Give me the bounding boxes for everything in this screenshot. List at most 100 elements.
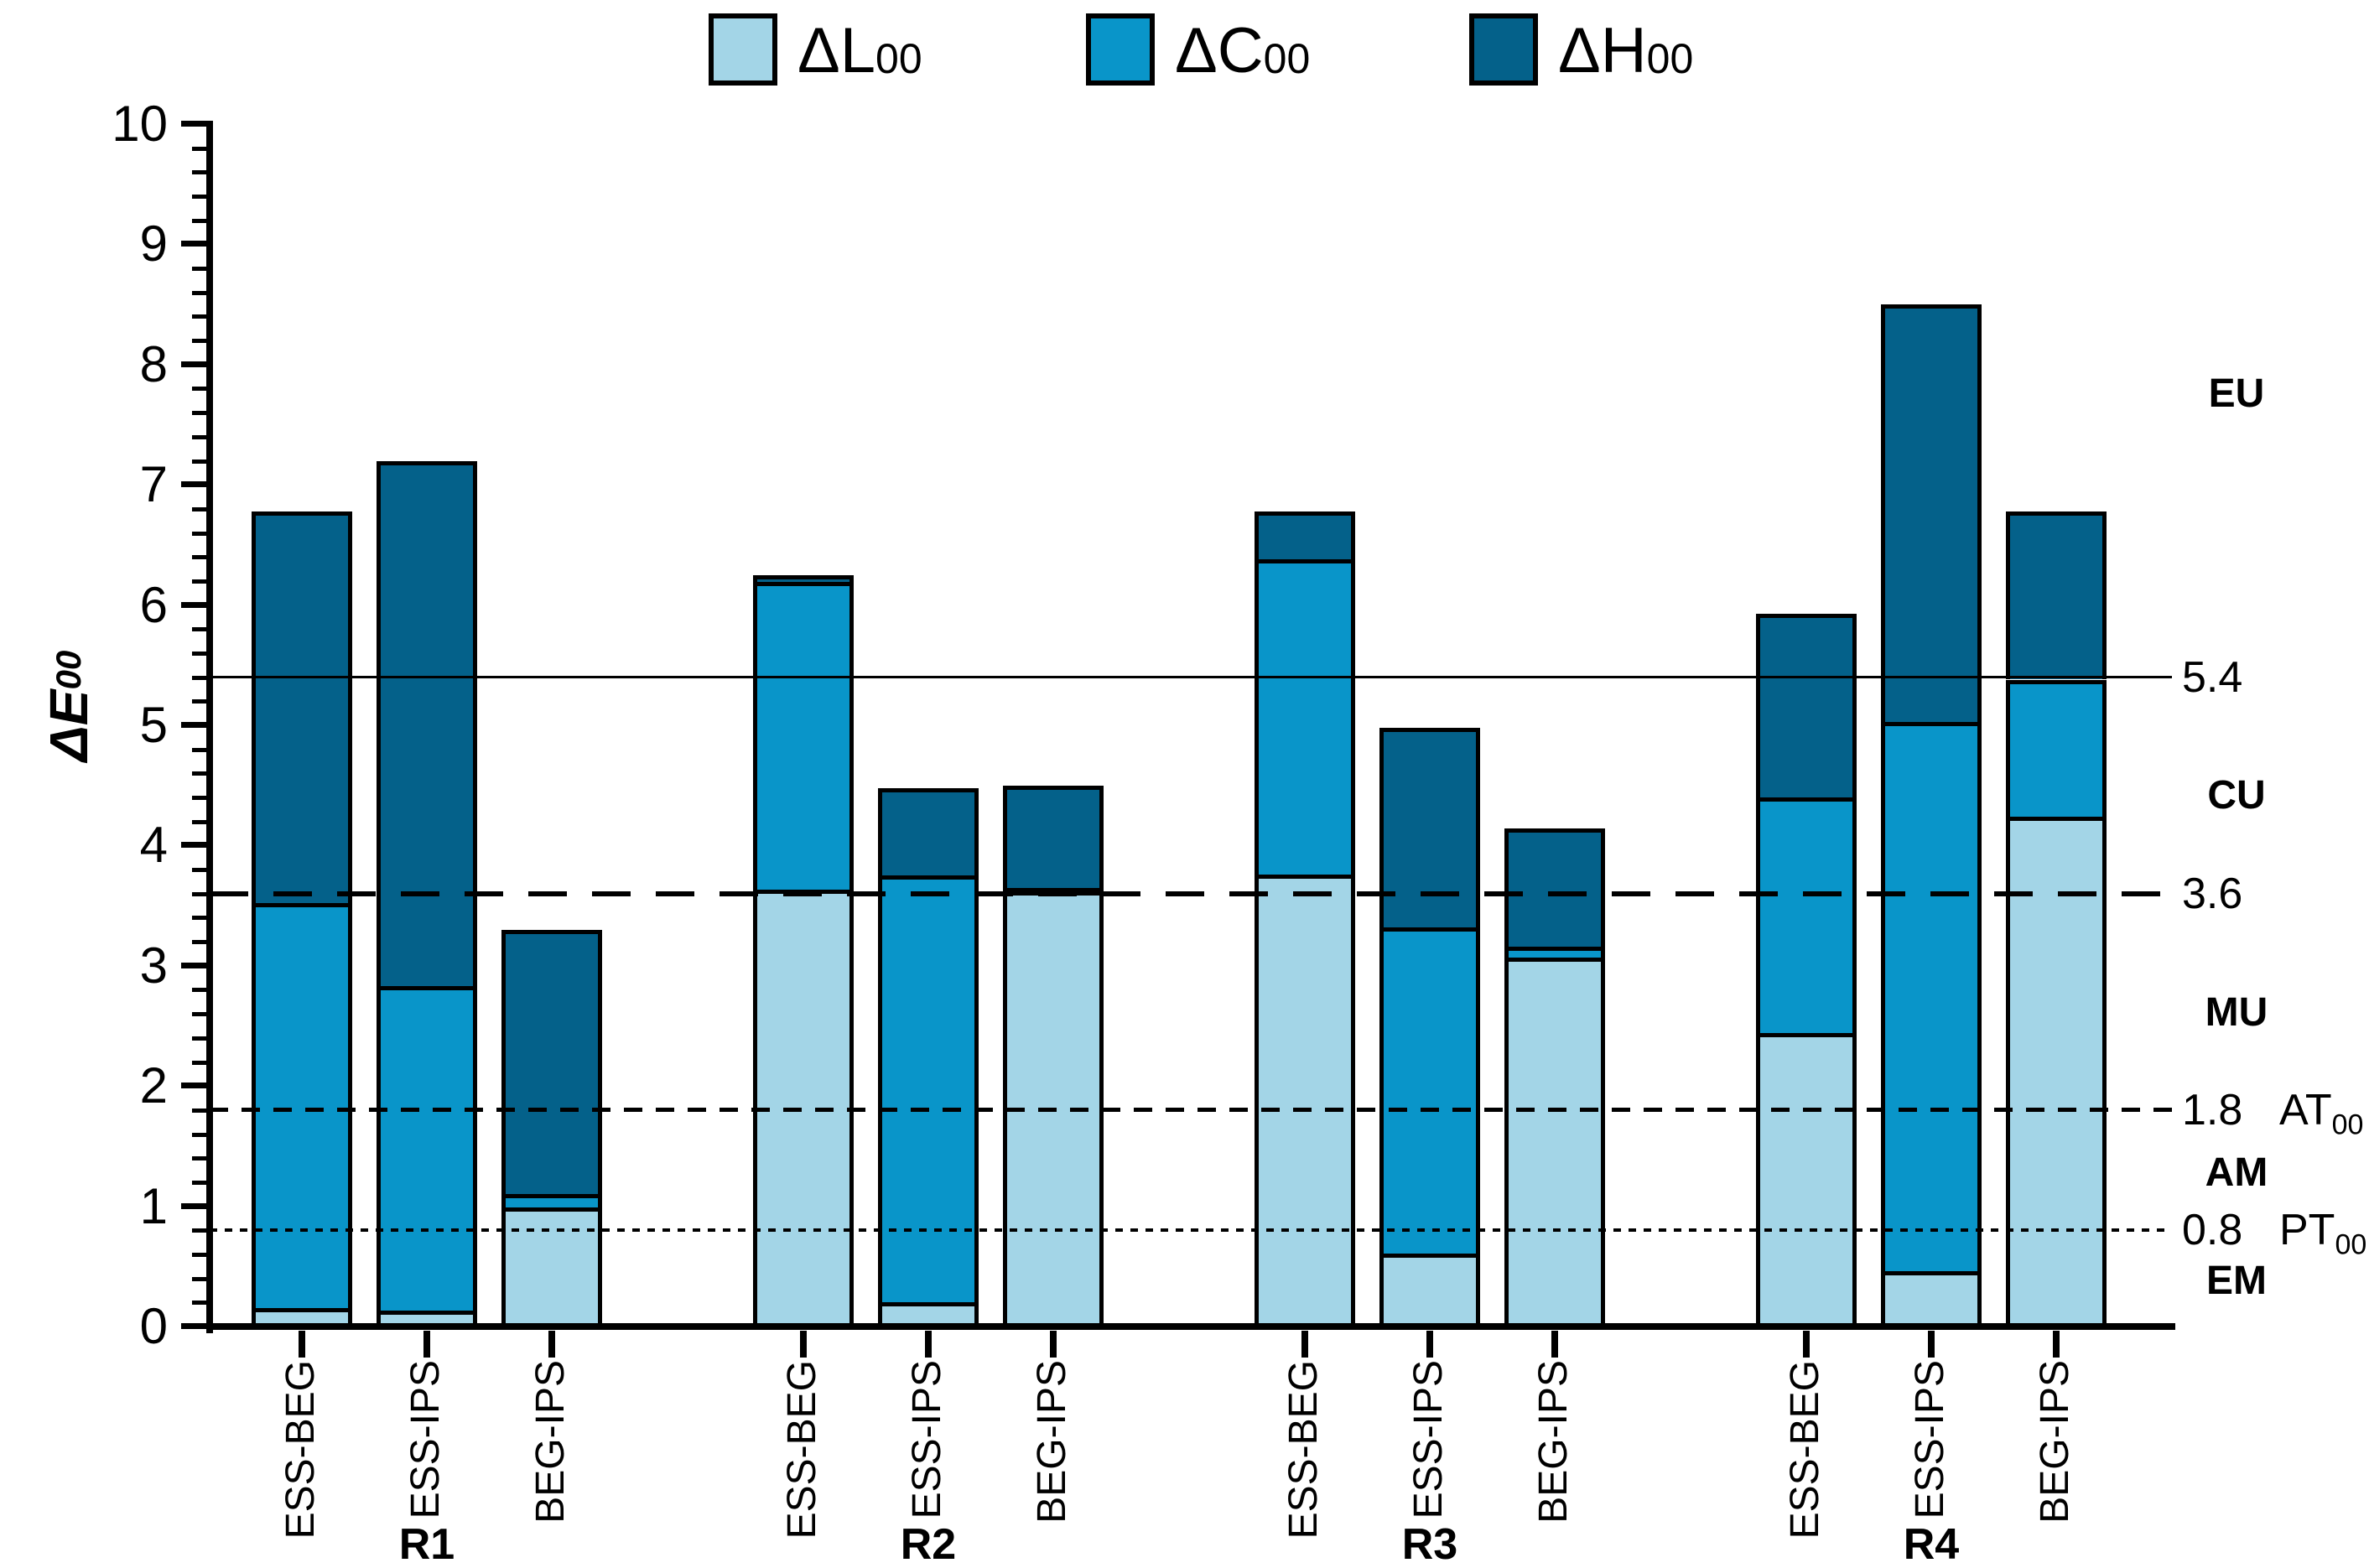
y-minor-tick: [192, 699, 206, 704]
bar-segment-dH-R2-ESS-IPS: [878, 787, 979, 876]
y-tick-label: 4: [139, 817, 168, 874]
bar-segment-dL-R4-ESS-IPS: [1881, 1271, 1982, 1327]
x-tick: [1551, 1331, 1558, 1358]
x-tick-label-R1-BEG-IPS: BEG-IPS: [528, 1360, 573, 1524]
y-major-tick: [181, 1323, 206, 1329]
threshold-line-3.6: [210, 890, 2172, 896]
y-minor-tick: [192, 531, 206, 536]
y-minor-tick: [192, 314, 206, 319]
bar-segment-dC-R4-BEG-IPS: [2006, 679, 2107, 817]
x-tick: [1426, 1331, 1433, 1358]
bar-segment-dL-R4-BEG-IPS: [2006, 816, 2107, 1327]
bar-segment-dC-R3-ESS-BEG: [1255, 559, 1355, 875]
x-tick-label-R3-ESS-BEG: ESS-BEG: [1281, 1360, 1326, 1539]
threshold-name-label: AT00: [2279, 1085, 2364, 1141]
y-minor-tick: [192, 868, 206, 873]
y-minor-tick: [192, 218, 206, 223]
x-tick-label-R4-BEG-IPS: BEG-IPS: [2033, 1360, 2077, 1524]
y-minor-tick: [192, 387, 206, 392]
y-minor-tick: [192, 1180, 206, 1185]
group-label-R3: R3: [1401, 1520, 1458, 1568]
y-minor-tick: [192, 1036, 206, 1041]
y-major-tick: [181, 121, 206, 127]
y-minor-tick: [192, 1060, 206, 1065]
legend-swatch-ΔC00: [1086, 13, 1155, 86]
y-minor-tick: [192, 579, 206, 584]
y-minor-tick: [192, 627, 206, 632]
y-major-tick: [181, 722, 206, 728]
x-tick-label-R2-BEG-IPS: BEG-IPS: [1030, 1360, 1074, 1524]
y-minor-tick: [192, 339, 206, 344]
bar-segment-dH-R2-BEG-IPS: [1003, 785, 1104, 888]
threshold-value-label: 5.4: [2182, 652, 2243, 702]
y-tick-label: 10: [112, 96, 168, 152]
y-minor-tick: [192, 1276, 206, 1281]
legend-label-ΔL00: ΔL 00: [797, 14, 922, 86]
x-tick: [548, 1331, 555, 1358]
y-minor-tick: [192, 1156, 206, 1161]
bar-segment-dC-R2-BEG-IPS: [1003, 887, 1104, 892]
y-minor-tick: [192, 1301, 206, 1306]
x-tick-label-R2-ESS-BEG: ESS-BEG: [780, 1360, 824, 1539]
y-minor-tick: [192, 940, 206, 945]
y-major-tick: [181, 361, 206, 367]
x-tick: [925, 1331, 932, 1358]
y-minor-tick: [192, 819, 206, 824]
x-tick: [2053, 1331, 2060, 1358]
y-major-tick: [181, 481, 206, 488]
threshold-line-5.4: [210, 676, 2172, 679]
y-tick-label: 0: [139, 1298, 168, 1354]
zone-label-EU: EU: [2208, 371, 2265, 416]
x-tick-label-R1-ESS-IPS: ESS-IPS: [403, 1360, 448, 1519]
y-axis-spine: [206, 121, 213, 1333]
bar-segment-dL-R3-ESS-BEG: [1255, 874, 1355, 1327]
bar-segment-dC-R4-ESS-IPS: [1881, 721, 1982, 1272]
threshold-value-label: 0.8: [2182, 1206, 2243, 1255]
y-tick-label: 2: [139, 1057, 168, 1114]
x-tick-label-R3-BEG-IPS: BEG-IPS: [1531, 1360, 1576, 1524]
threshold-name-label: PT00: [2279, 1206, 2367, 1261]
y-minor-tick: [192, 1132, 206, 1137]
y-major-tick: [181, 1083, 206, 1089]
x-tick-label-R4-ESS-BEG: ESS-BEG: [1783, 1360, 1827, 1539]
y-tick-label: 7: [139, 456, 168, 513]
y-minor-tick: [192, 747, 206, 752]
y-minor-tick: [192, 916, 206, 921]
y-minor-tick: [192, 771, 206, 776]
x-axis-spine: [206, 1323, 2175, 1330]
zone-label-CU: CU: [2207, 772, 2266, 818]
x-tick: [1928, 1331, 1935, 1358]
bar-segment-dC-R2-ESS-BEG: [753, 582, 854, 890]
y-tick-label: 1: [139, 1177, 168, 1234]
y-minor-tick: [192, 675, 206, 680]
bar-segment-dH-R1-BEG-IPS: [501, 929, 602, 1195]
y-minor-tick: [192, 988, 206, 993]
y-tick-label: 9: [139, 215, 168, 273]
x-tick-label-R1-ESS-BEG: ESS-BEG: [278, 1360, 323, 1539]
threshold-value-label: 1.8: [2182, 1085, 2243, 1134]
legend-swatch-ΔL00: [709, 13, 777, 86]
zone-label-AM: AM: [2205, 1150, 2268, 1195]
bar-segment-dH-R3-ESS-IPS: [1379, 727, 1480, 927]
y-tick-label: 5: [139, 697, 168, 753]
y-minor-tick: [192, 195, 206, 200]
bar-segment-dL-R1-ESS-BEG: [252, 1308, 352, 1327]
y-minor-tick: [192, 434, 206, 439]
y-minor-tick: [192, 267, 206, 272]
group-label-R2: R2: [900, 1520, 957, 1568]
y-major-tick: [181, 601, 206, 608]
bar-segment-dC-R3-BEG-IPS: [1504, 946, 1605, 958]
y-major-tick: [181, 1202, 206, 1209]
y-minor-tick: [192, 1252, 206, 1257]
x-tick: [423, 1331, 430, 1358]
bar-segment-dH-R3-ESS-BEG: [1255, 511, 1355, 560]
bar-segment-dC-R1-ESS-IPS: [377, 986, 477, 1311]
y-major-tick: [181, 962, 206, 968]
bar-segment-dL-R2-ESS-IPS: [878, 1302, 979, 1327]
x-tick-label-R4-ESS-IPS: ESS-IPS: [1908, 1360, 1952, 1519]
bar-segment-dL-R3-ESS-IPS: [1379, 1253, 1480, 1327]
bar-segment-dC-R4-ESS-BEG: [1756, 797, 1857, 1034]
y-minor-tick: [192, 1108, 206, 1113]
